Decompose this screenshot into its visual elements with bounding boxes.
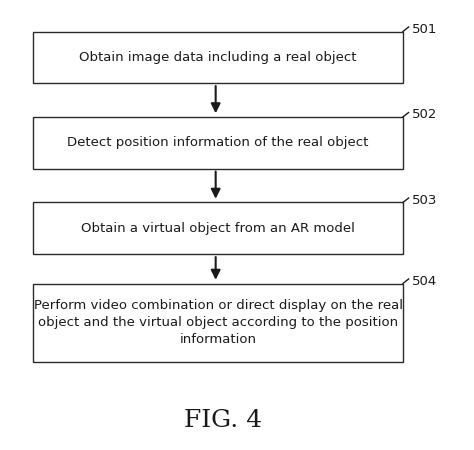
FancyBboxPatch shape — [33, 284, 403, 362]
FancyBboxPatch shape — [33, 117, 403, 169]
Text: 501: 501 — [412, 23, 438, 36]
FancyBboxPatch shape — [33, 32, 403, 83]
Text: Perform video combination or direct display on the real
object and the virtual o: Perform video combination or direct disp… — [34, 299, 402, 346]
Text: Obtain a virtual object from an AR model: Obtain a virtual object from an AR model — [81, 222, 355, 235]
Text: Obtain image data including a real object: Obtain image data including a real objec… — [79, 51, 357, 64]
Text: 502: 502 — [412, 108, 438, 121]
Text: 504: 504 — [412, 275, 438, 288]
Text: FIG. 4: FIG. 4 — [184, 409, 262, 432]
FancyBboxPatch shape — [33, 202, 403, 254]
Text: Detect position information of the real object: Detect position information of the real … — [67, 136, 369, 149]
Text: 503: 503 — [412, 194, 438, 207]
